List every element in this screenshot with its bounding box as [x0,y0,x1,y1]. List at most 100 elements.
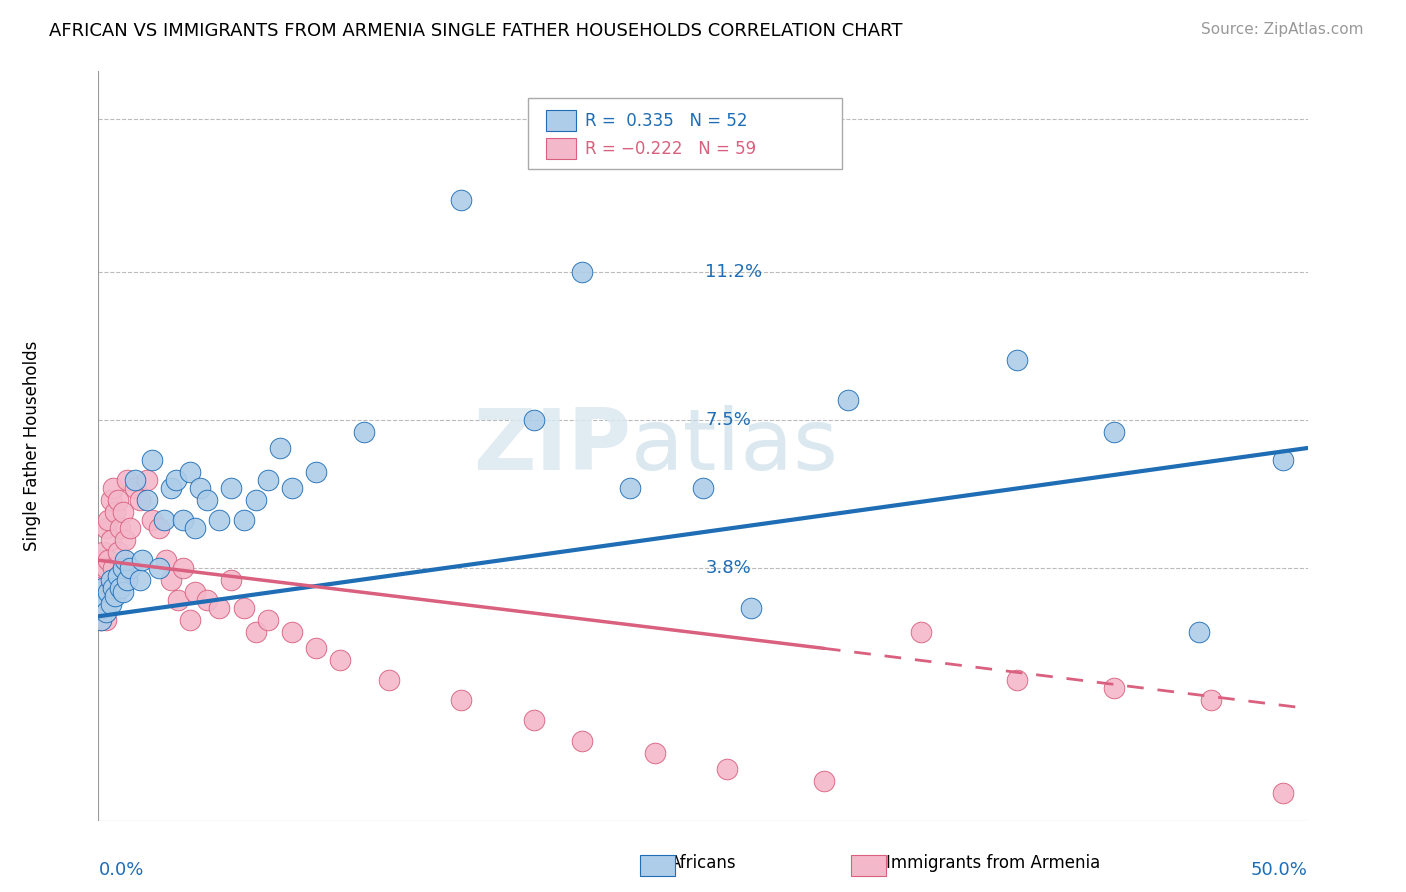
Point [135,493,157,508]
Point [329,653,352,667]
Point [141,513,163,527]
Point [100,533,122,548]
Point [91,545,114,559]
Point [91,593,114,607]
Point [124,481,146,495]
Point [188,481,211,495]
Point [108,581,131,595]
Point [165,473,187,487]
Point [107,493,129,508]
Point [90,553,112,567]
Point [101,481,124,495]
Point [281,625,304,640]
FancyBboxPatch shape [546,111,576,131]
Point [256,473,278,487]
Point [232,601,254,615]
Point [353,425,375,439]
Point [1102,681,1125,696]
Point [172,513,194,527]
Point [245,493,267,508]
Point [208,601,231,615]
Point [111,561,134,575]
Point [91,601,114,615]
Point [716,762,738,776]
Point [94,593,117,607]
Point [90,593,112,607]
Point [91,581,114,595]
Text: 0.0%: 0.0% [98,861,143,879]
Point [160,573,183,587]
Text: 50.0%: 50.0% [1251,861,1308,879]
Point [87,601,110,615]
Point [837,392,859,407]
Point [232,513,254,527]
Text: Source: ZipAtlas.com: Source: ZipAtlas.com [1201,22,1364,37]
Point [644,746,666,760]
Point [141,453,163,467]
Point [100,493,122,508]
Text: 11.2%: 11.2% [706,263,762,281]
Text: AFRICAN VS IMMIGRANTS FROM ARMENIA SINGLE FATHER HOUSEHOLDS CORRELATION CHART: AFRICAN VS IMMIGRANTS FROM ARMENIA SINGL… [49,22,903,40]
Text: Africans: Africans [669,855,737,872]
Point [148,521,170,535]
Point [1188,625,1211,640]
Point [111,585,134,599]
Point [1272,786,1295,800]
Text: R = −0.222   N = 59: R = −0.222 N = 59 [585,139,755,158]
Text: Immigrants from Armenia: Immigrants from Armenia [886,855,1099,872]
Text: 7.5%: 7.5% [706,411,751,429]
Point [117,573,139,587]
Point [245,625,267,640]
Point [118,561,141,575]
Point [208,513,231,527]
Point [221,573,243,587]
Point [221,481,243,495]
Point [450,193,472,207]
Point [1102,425,1125,439]
Point [111,505,134,519]
Point [128,493,150,508]
Point [90,613,112,627]
Point [172,561,194,575]
Point [179,613,201,627]
Point [813,773,835,788]
Point [90,573,112,587]
Point [148,561,170,575]
Point [128,573,150,587]
Point [256,613,278,627]
Point [740,601,762,615]
FancyBboxPatch shape [527,97,842,169]
Point [184,585,207,599]
Point [269,441,291,455]
Text: atlas: atlas [630,404,838,488]
Point [97,585,120,599]
Point [523,714,546,728]
Point [131,553,153,567]
Point [167,593,190,607]
Point [184,521,207,535]
Text: ZIP: ZIP [472,404,630,488]
Point [90,613,112,627]
Point [160,481,183,495]
Point [94,561,117,575]
Point [523,413,546,427]
Point [152,513,174,527]
Point [101,561,124,575]
Point [117,473,139,487]
Point [97,553,120,567]
Point [104,589,127,603]
Point [100,585,122,599]
Point [114,553,136,567]
Point [94,613,117,627]
Text: R =  0.335   N = 52: R = 0.335 N = 52 [585,112,747,130]
Point [910,625,932,640]
Point [104,505,127,519]
Point [692,481,714,495]
Point [155,553,177,567]
Point [118,521,141,535]
Point [114,533,136,548]
Point [101,581,124,595]
Point [91,561,114,575]
Point [1199,693,1222,707]
Point [94,605,117,619]
